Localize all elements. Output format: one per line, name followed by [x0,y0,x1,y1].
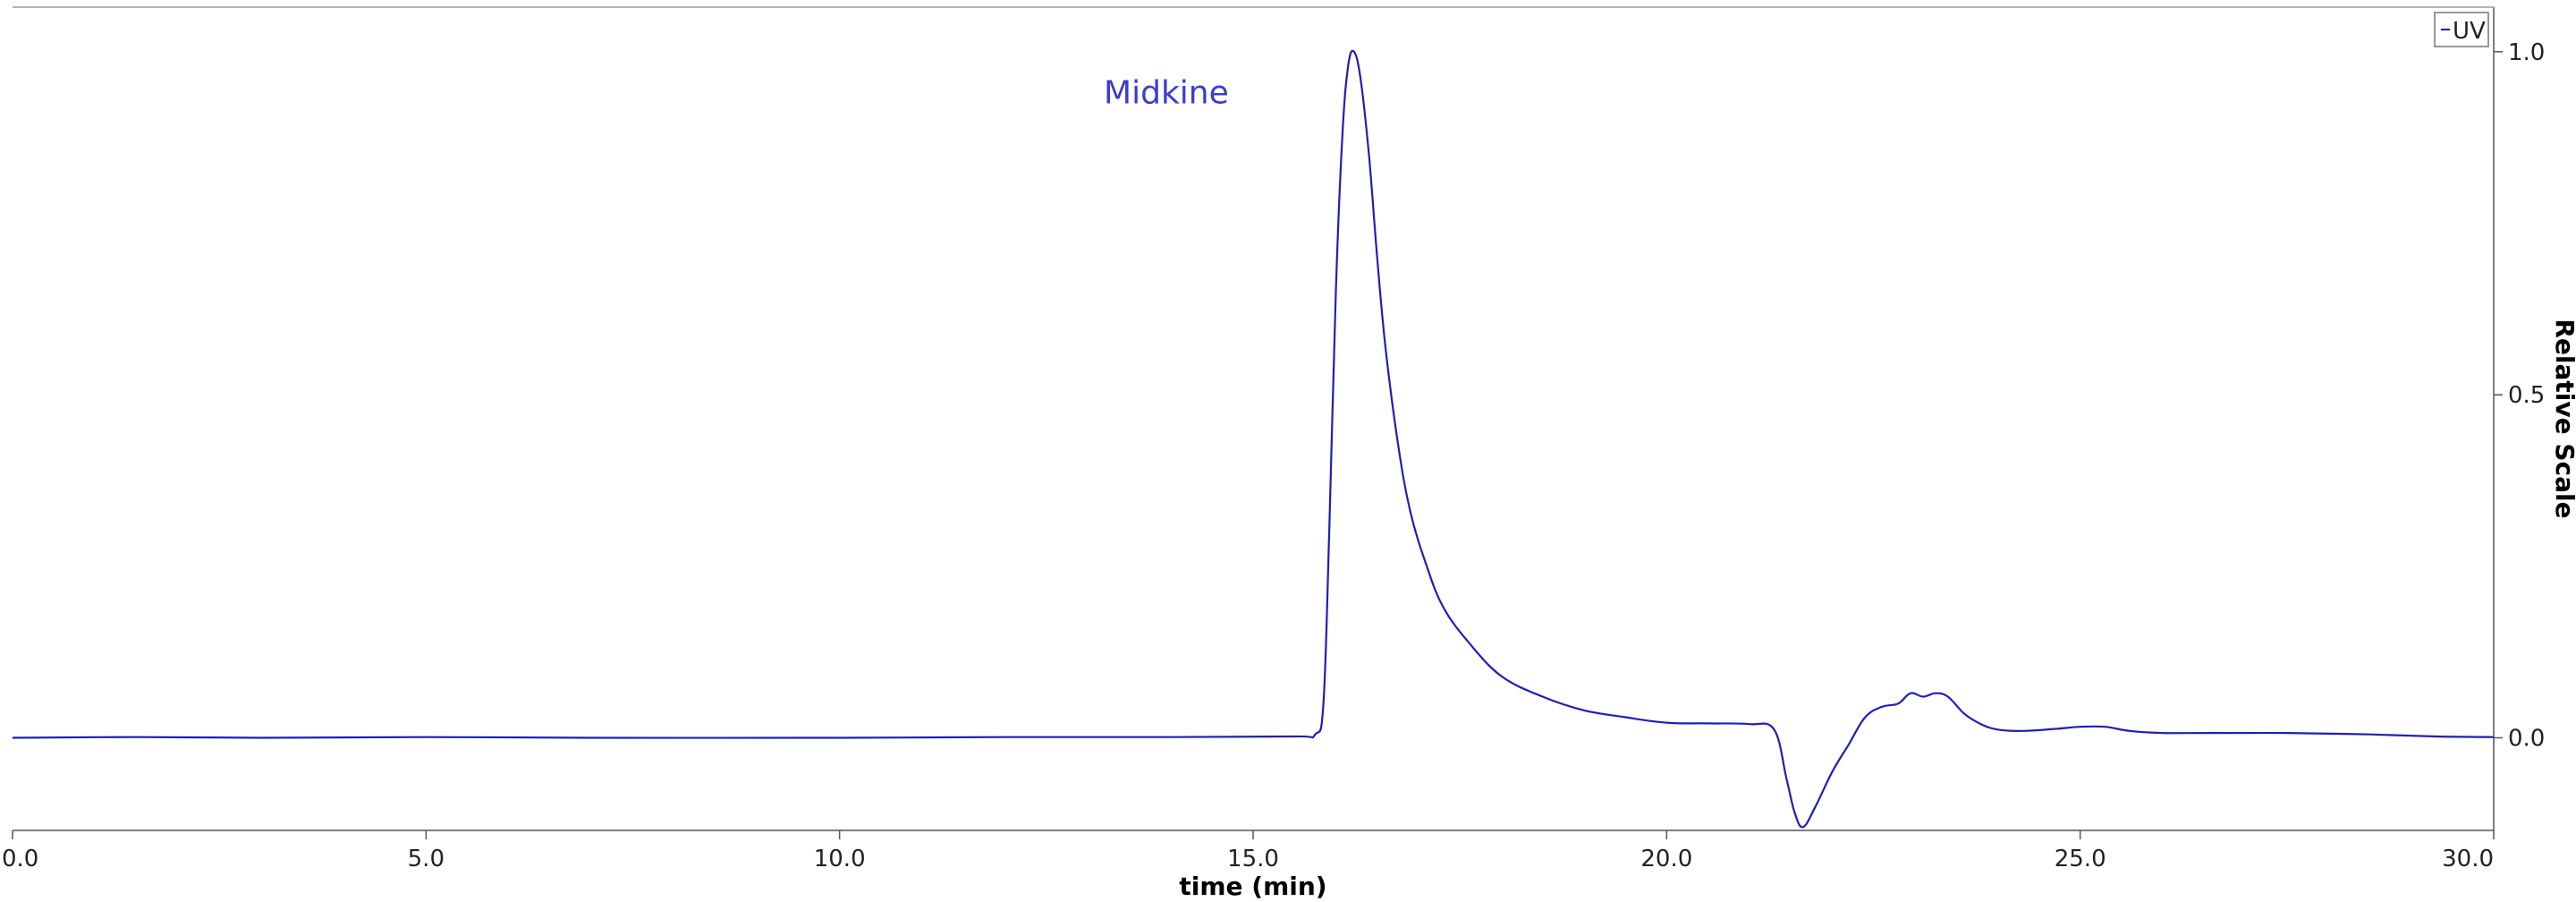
series-line-uv [12,49,2495,829]
x-tick-label: 30.0 [2442,846,2494,872]
legend: UV [2434,12,2489,47]
plot-frame [13,6,2495,831]
series-layer [12,49,2495,829]
x-tick-label: 20.0 [1640,846,1692,872]
y-ticks: 0.0 0.5 1.0 [2494,39,2545,753]
legend-entry-uv: UV [2453,18,2486,45]
x-tick-label: 25.0 [2055,846,2106,872]
peak-annotation-midkine: Midkine [1104,74,1229,111]
x-tick-label: 5.0 [408,846,445,872]
x-axis-title: time (min) [1179,872,1326,901]
annotation-layer: Midkine [1104,74,1229,111]
x-tick-label: 15.0 [1227,846,1279,872]
y-axis-title: Relative Scale [2550,319,2576,518]
x-tick-label: 0.0 [2,846,38,872]
y-tick-label: 0.5 [2508,382,2545,409]
y-tick-label: 0.0 [2508,726,2545,753]
x-tick-label: 10.0 [814,846,866,872]
x-ticks: 0.0 5.0 10.0 15.0 20.0 25.0 30.0 [2,830,2495,872]
y-tick-label: 1.0 [2508,39,2545,66]
